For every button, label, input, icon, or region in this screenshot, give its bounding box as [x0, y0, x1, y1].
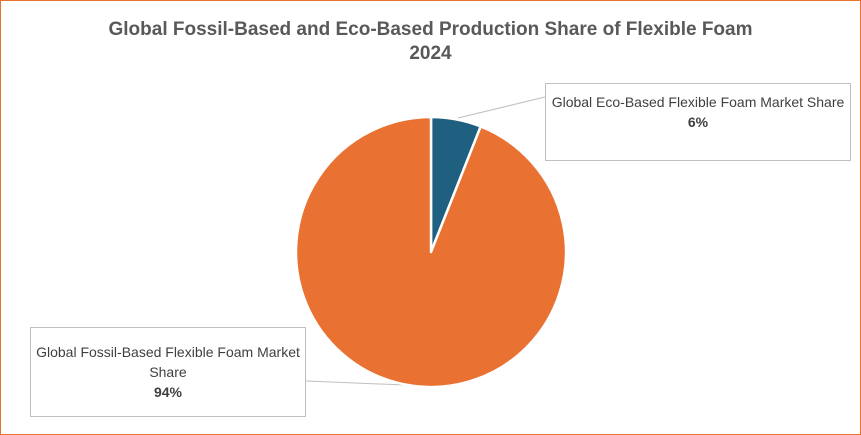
callout-eco-based: Global Eco-Based Flexible Foam Market Sh… [545, 83, 851, 161]
callout-eco-percent: 6% [687, 114, 709, 130]
callout-fossil-label: Global Fossil-Based Flexible Foam Market… [36, 344, 300, 380]
pie-slices [294, 115, 568, 389]
callout-fossil-percent: 94% [153, 384, 183, 400]
chart-title: Global Fossil-Based and Eco-Based Produc… [0, 18, 861, 66]
chart-title-line1: Global Fossil-Based and Eco-Based Produc… [108, 19, 753, 40]
callout-fossil-based: Global Fossil-Based Flexible Foam Market… [30, 327, 306, 417]
chart-title-line2: 2024 [409, 43, 452, 64]
leader-line-fossil [305, 380, 406, 386]
pie-slice-fossil-based [294, 115, 568, 389]
callout-eco-label: Global Eco-Based Flexible Foam Market Sh… [551, 94, 845, 110]
leader-line-eco [457, 96, 546, 119]
leader-lines [305, 96, 546, 386]
